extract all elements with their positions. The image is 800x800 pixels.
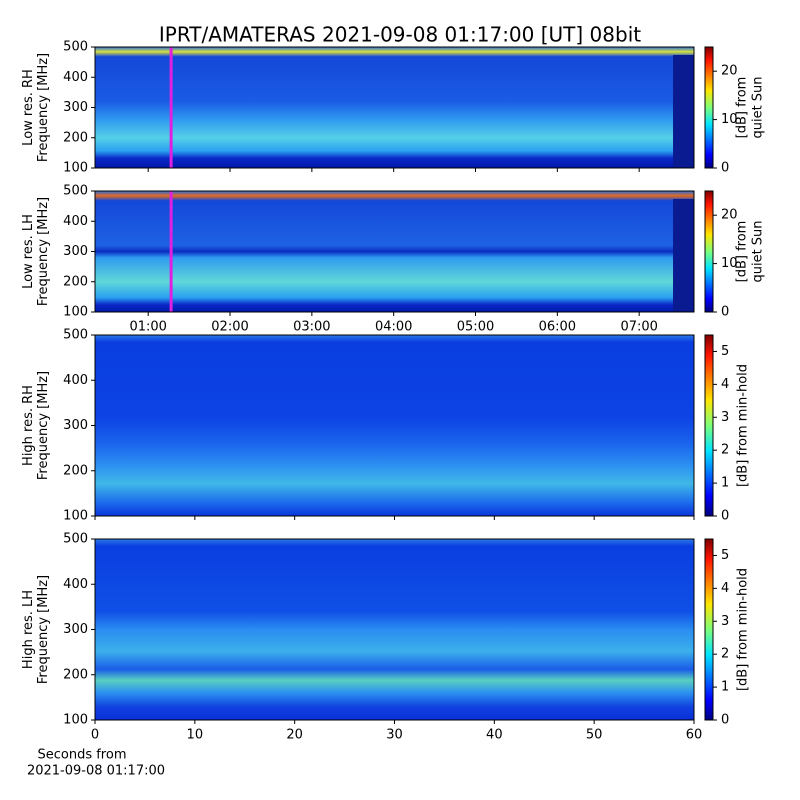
x-tick-label: 01:00 xyxy=(129,320,166,335)
colorbar-tick-label: 3 xyxy=(721,614,729,629)
x-tick-label: 05:00 xyxy=(457,320,494,335)
spectrogram-gap xyxy=(673,55,694,168)
x-tick-label: 60 xyxy=(686,728,703,743)
x-tick-label: 30 xyxy=(386,728,403,743)
x-axis-label: Seconds from xyxy=(37,748,126,763)
y-axis-label: Low res. RH xyxy=(21,69,36,146)
colorbar-tick-label: 1 xyxy=(721,680,729,695)
y-axis-label: High res. LH xyxy=(21,590,36,669)
colorbar-tick-label: 20 xyxy=(721,64,738,79)
colorbar-label: quiet Sun xyxy=(751,220,766,282)
y-tick-label: 200 xyxy=(63,274,88,289)
colorbar-tick-label: 0 xyxy=(721,713,729,728)
y-tick-label: 400 xyxy=(63,577,88,592)
y-tick-label: 500 xyxy=(63,184,88,199)
colorbar xyxy=(704,538,714,721)
y-tick-label: 100 xyxy=(63,713,88,728)
x-tick-label: 06:00 xyxy=(539,320,576,335)
x-tick-label: 20 xyxy=(286,728,303,743)
y-axis-label: Frequency [MHz] xyxy=(36,575,51,684)
y-tick-label: 200 xyxy=(63,667,88,682)
colorbar-tick-label: 3 xyxy=(721,410,729,425)
colorbar-tick-label: 10 xyxy=(721,112,738,127)
colorbar-tick-label: 0 xyxy=(721,161,729,176)
colorbar-tick-label: 20 xyxy=(721,208,738,223)
y-tick-label: 300 xyxy=(63,418,88,433)
colorbar-tick-label: 0 xyxy=(721,509,729,524)
colorbar-tick-label: 2 xyxy=(721,443,729,458)
spectrogram xyxy=(95,335,694,516)
colorbar-label: [dB] from xyxy=(735,221,750,283)
y-tick-label: 500 xyxy=(63,40,88,55)
y-tick-label: 100 xyxy=(63,305,88,320)
x-tick-label: 02:00 xyxy=(211,320,248,335)
x-axis-label: 2021-09-08 01:17:00 xyxy=(27,764,165,779)
colorbar-label: [dB] from min-hold xyxy=(736,364,751,487)
colorbar-tick-label: 5 xyxy=(721,344,729,359)
colorbar-tick-label: 5 xyxy=(721,548,729,563)
spectrogram xyxy=(95,191,694,312)
y-axis-label: Frequency [MHz] xyxy=(36,371,51,480)
y-tick-label: 100 xyxy=(63,509,88,524)
x-tick-label: 10 xyxy=(187,728,204,743)
x-tick-label: 04:00 xyxy=(375,320,412,335)
y-axis-label: Low res. LH xyxy=(21,214,36,289)
x-tick-label: 40 xyxy=(486,728,503,743)
y-tick-label: 200 xyxy=(63,463,88,478)
colorbar-tick-label: 0 xyxy=(721,305,729,320)
spectrogram xyxy=(95,539,694,720)
colorbar xyxy=(704,190,714,313)
y-tick-label: 300 xyxy=(63,622,88,637)
colorbar-label: [dB] from xyxy=(735,77,750,139)
colorbar xyxy=(704,334,714,517)
x-tick-label: 0 xyxy=(91,728,99,743)
figure-title: IPRT/AMATERAS 2021-09-08 01:17:00 [UT] 0… xyxy=(159,23,641,47)
y-tick-label: 400 xyxy=(63,70,88,85)
colorbar-tick-label: 10 xyxy=(721,256,738,271)
colorbar-tick-label: 4 xyxy=(721,377,729,392)
y-tick-label: 100 xyxy=(63,161,88,176)
y-tick-label: 400 xyxy=(63,214,88,229)
y-tick-label: 300 xyxy=(63,244,88,259)
colorbar-tick-label: 4 xyxy=(721,581,729,596)
y-tick-label: 300 xyxy=(63,100,88,115)
x-tick-label: 07:00 xyxy=(620,320,657,335)
colorbar-label: [dB] from min-hold xyxy=(736,568,751,691)
y-tick-label: 500 xyxy=(63,532,88,547)
y-tick-label: 400 xyxy=(63,373,88,388)
y-axis-label: High res. RH xyxy=(21,385,36,466)
y-tick-label: 200 xyxy=(63,130,88,145)
spectrogram xyxy=(95,47,694,168)
x-tick-label: 50 xyxy=(586,728,603,743)
y-axis-label: Frequency [MHz] xyxy=(36,53,51,162)
colorbar-label: quiet Sun xyxy=(751,76,766,138)
colorbar-tick-label: 1 xyxy=(721,476,729,491)
x-tick-label: 03:00 xyxy=(293,320,330,335)
colorbar xyxy=(704,46,714,169)
y-axis-label: Frequency [MHz] xyxy=(36,197,51,306)
y-tick-label: 500 xyxy=(63,328,88,343)
colorbar-tick-label: 2 xyxy=(721,647,729,662)
spectrogram-gap xyxy=(673,199,694,312)
